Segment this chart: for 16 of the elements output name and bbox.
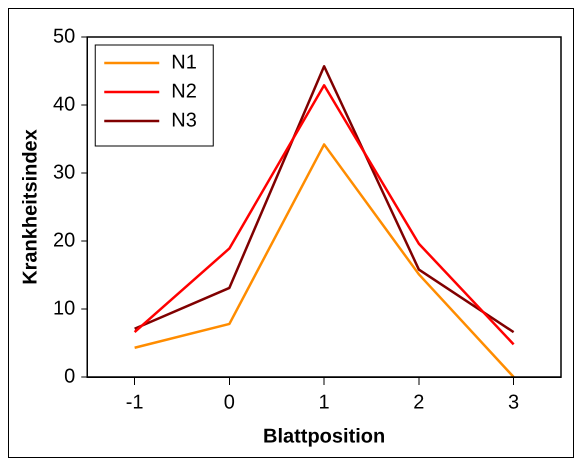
x-tick-label: 0 bbox=[224, 392, 235, 414]
legend-label: N3 bbox=[171, 110, 197, 132]
y-tick-label: 30 bbox=[52, 162, 76, 184]
y-tick-label: 20 bbox=[52, 230, 76, 252]
legend-label: N1 bbox=[171, 52, 197, 74]
x-tick-label: 1 bbox=[318, 392, 330, 414]
x-axis-title: Blattposition bbox=[263, 426, 386, 448]
y-tick-label: 50 bbox=[52, 26, 76, 48]
y-tick-label: 10 bbox=[52, 298, 76, 320]
y-tick-label: 0 bbox=[64, 366, 76, 388]
y-axis-title: Krankheitsindex bbox=[20, 129, 42, 285]
x-tick-label: 2 bbox=[413, 392, 424, 414]
y-tick-label: 40 bbox=[52, 94, 76, 116]
x-tick-label: 3 bbox=[508, 392, 520, 414]
legend-label: N2 bbox=[171, 80, 197, 103]
x-tick-label: -1 bbox=[126, 392, 144, 414]
